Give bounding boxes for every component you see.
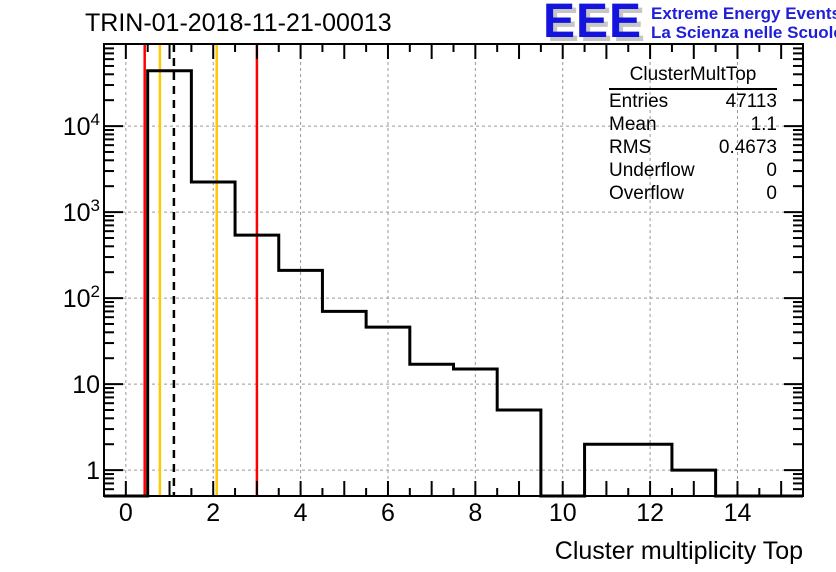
eee-logo-line1: Extreme Energy Events bbox=[651, 4, 836, 23]
stat-value: 0 bbox=[766, 160, 777, 181]
x-tick-label: 2 bbox=[206, 499, 220, 527]
y-tick-label: 10 bbox=[72, 371, 100, 399]
x-tick-label: 10 bbox=[549, 499, 577, 527]
y-tick-label: 1 bbox=[86, 457, 100, 485]
eee-logo: EEE Extreme Energy Events La Scienza nel… bbox=[543, 0, 836, 48]
stats-box-title: ClusterMultTop bbox=[609, 64, 777, 90]
stat-value: 1.1 bbox=[750, 114, 777, 135]
eee-logo-acronym: EEE bbox=[543, 0, 643, 48]
stat-value: 0.4673 bbox=[718, 137, 777, 158]
stat-label: Entries bbox=[609, 91, 669, 112]
histogram-line bbox=[104, 69, 803, 498]
stat-row: Mean 1.1 bbox=[609, 113, 777, 136]
x-tick-label: 8 bbox=[468, 499, 482, 527]
stat-label: Mean bbox=[609, 114, 657, 135]
eee-logo-line2: La Scienza nelle Scuole bbox=[651, 23, 836, 42]
stat-row: RMS 0.4673 bbox=[609, 136, 777, 159]
stat-value: 0 bbox=[766, 183, 777, 204]
eee-logo-text: Extreme Energy Events La Scienza nelle S… bbox=[651, 2, 836, 42]
stat-row: Entries 47113 bbox=[609, 90, 777, 113]
x-axis-title: Cluster multiplicity Top bbox=[554, 537, 803, 565]
stat-value: 47113 bbox=[725, 91, 777, 112]
stat-label: RMS bbox=[609, 137, 652, 158]
stat-label: Underflow bbox=[609, 160, 695, 181]
stats-box-rows: Entries 47113 Mean 1.1 RMS 0.4673 Underflow 0 Ov… bbox=[609, 90, 777, 205]
x-tick-label: 12 bbox=[636, 499, 664, 527]
x-tick-label: 6 bbox=[381, 499, 395, 527]
stat-row: Overflow 0 bbox=[609, 182, 777, 205]
stats-box: ClusterMultTop Entries 47113 Mean 1.1 RMS 0.4… bbox=[609, 64, 777, 205]
x-tick-label: 4 bbox=[294, 499, 308, 527]
stat-row: Underflow 0 bbox=[609, 159, 777, 182]
x-tick-label: 0 bbox=[119, 499, 133, 527]
plot-title: TRIN-01-2018-11-21-00013 bbox=[85, 9, 392, 37]
y-tick-label: 103 bbox=[63, 196, 100, 227]
stat-label: Overflow bbox=[609, 183, 684, 204]
x-tick-label: 14 bbox=[724, 499, 752, 527]
y-tick-label: 104 bbox=[63, 110, 100, 141]
y-tick-label: 102 bbox=[63, 282, 100, 313]
